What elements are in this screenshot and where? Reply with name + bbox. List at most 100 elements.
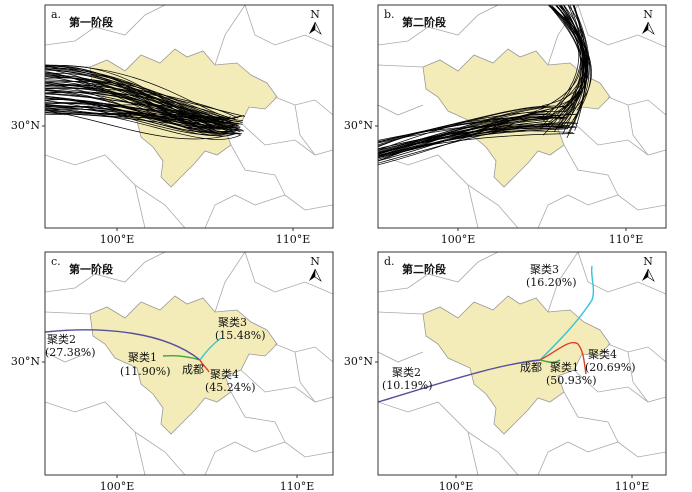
boundary <box>467 431 519 475</box>
boundary <box>378 104 424 116</box>
city-label: 成都 <box>520 361 542 374</box>
north-label: N <box>310 255 320 268</box>
north-arrow <box>647 268 655 282</box>
trajectory <box>378 109 547 157</box>
boundary <box>467 184 519 228</box>
lon-label: 110°E <box>280 480 315 492</box>
panel-title: 第二阶段 <box>402 15 446 29</box>
boundary <box>45 154 146 228</box>
boundary <box>573 369 666 403</box>
lon-label: 110°E <box>609 233 644 246</box>
lat-label: 30°N <box>344 119 373 132</box>
cluster-name: 聚类3 <box>218 315 247 329</box>
map-body <box>45 5 333 228</box>
trajectory <box>559 5 585 127</box>
trajectory <box>378 107 545 166</box>
trajectory <box>549 5 585 131</box>
cluster-trajectory <box>378 359 541 403</box>
boundary <box>240 122 333 156</box>
north-label: N <box>643 255 653 268</box>
trajectory <box>378 106 551 152</box>
cluster-name: 聚类3 <box>530 262 559 276</box>
panel-frame <box>377 4 667 229</box>
north-arrow <box>314 268 322 282</box>
boundary <box>45 252 166 293</box>
lat-label: 30°N <box>344 355 373 368</box>
cluster-share: (45.24%) <box>205 381 256 394</box>
boundary <box>607 96 666 116</box>
boundary <box>134 431 186 475</box>
boundary <box>378 252 499 293</box>
north-arrow <box>314 21 322 35</box>
north-label: N <box>643 8 653 21</box>
boundary <box>378 311 424 315</box>
panel-label: a. <box>51 8 61 21</box>
trajectory <box>378 111 548 154</box>
panel-frame <box>44 4 334 229</box>
panel-label: b. <box>384 8 395 21</box>
boundary <box>204 194 333 228</box>
cluster-share: (11.90%) <box>120 365 171 378</box>
trajectory <box>378 116 547 158</box>
lat-label: 30°N <box>11 355 40 368</box>
cluster-trajectory <box>199 359 210 373</box>
panel-frame <box>377 251 667 476</box>
boundary <box>134 184 186 228</box>
lon-label: 100°E <box>100 233 135 246</box>
trajectory <box>45 95 236 133</box>
boundary <box>537 194 666 228</box>
boundary <box>240 369 333 403</box>
cluster-trajectory <box>162 354 201 361</box>
boundary <box>577 5 666 48</box>
map-panel: 聚类1(11.90%) 聚类2(27.38%) 聚类3(15.48%) 聚类4(45.… <box>11 251 334 492</box>
boundary <box>244 5 333 48</box>
trajectory <box>45 100 229 136</box>
cluster-share: (15.48%) <box>215 329 266 342</box>
boundary <box>563 391 619 443</box>
boundary <box>537 441 666 475</box>
boundary <box>294 104 316 156</box>
lon-label: 100°E <box>441 233 476 246</box>
lon-label: 110°E <box>276 233 311 246</box>
trajectory <box>45 82 223 126</box>
trajectory <box>543 5 587 122</box>
boundary <box>274 96 333 116</box>
trajectory <box>543 5 582 136</box>
boundary <box>45 5 166 46</box>
boundary <box>378 154 479 228</box>
boundary <box>378 401 479 475</box>
trajectory <box>45 93 241 128</box>
north-arrow <box>309 22 315 34</box>
cluster-share: (50.93%) <box>546 374 597 387</box>
trajectory <box>558 5 592 120</box>
cluster-share: (27.38%) <box>45 346 96 359</box>
boundary <box>547 5 579 66</box>
boundary <box>274 343 333 363</box>
lat-label: 30°N <box>11 119 40 132</box>
boundary <box>547 252 579 313</box>
trajectory <box>378 105 566 151</box>
trajectory <box>45 80 229 120</box>
cluster-trajectory <box>45 329 201 361</box>
north-arrow <box>309 269 315 281</box>
boundary <box>230 391 286 443</box>
lon-label: 100°E <box>439 480 474 492</box>
boundary <box>214 252 246 313</box>
boundary <box>378 351 424 363</box>
boundary <box>214 5 246 66</box>
trajectory <box>45 110 237 140</box>
map-panel: 聚类1(50.93%) 聚类2(10.19%) 聚类3(16.20%) 聚类4(20.… <box>344 251 667 492</box>
north-arrow <box>647 21 655 35</box>
panel-title: 第二阶段 <box>402 262 446 276</box>
boundary <box>204 441 333 475</box>
boundary <box>230 144 286 196</box>
trajectory <box>45 87 228 121</box>
boundary <box>607 343 666 363</box>
boundary <box>378 5 499 46</box>
trajectory <box>378 113 547 162</box>
boundary <box>294 351 316 403</box>
lon-label: 110°E <box>615 480 650 492</box>
boundary <box>45 311 91 315</box>
trajectory <box>45 105 231 136</box>
